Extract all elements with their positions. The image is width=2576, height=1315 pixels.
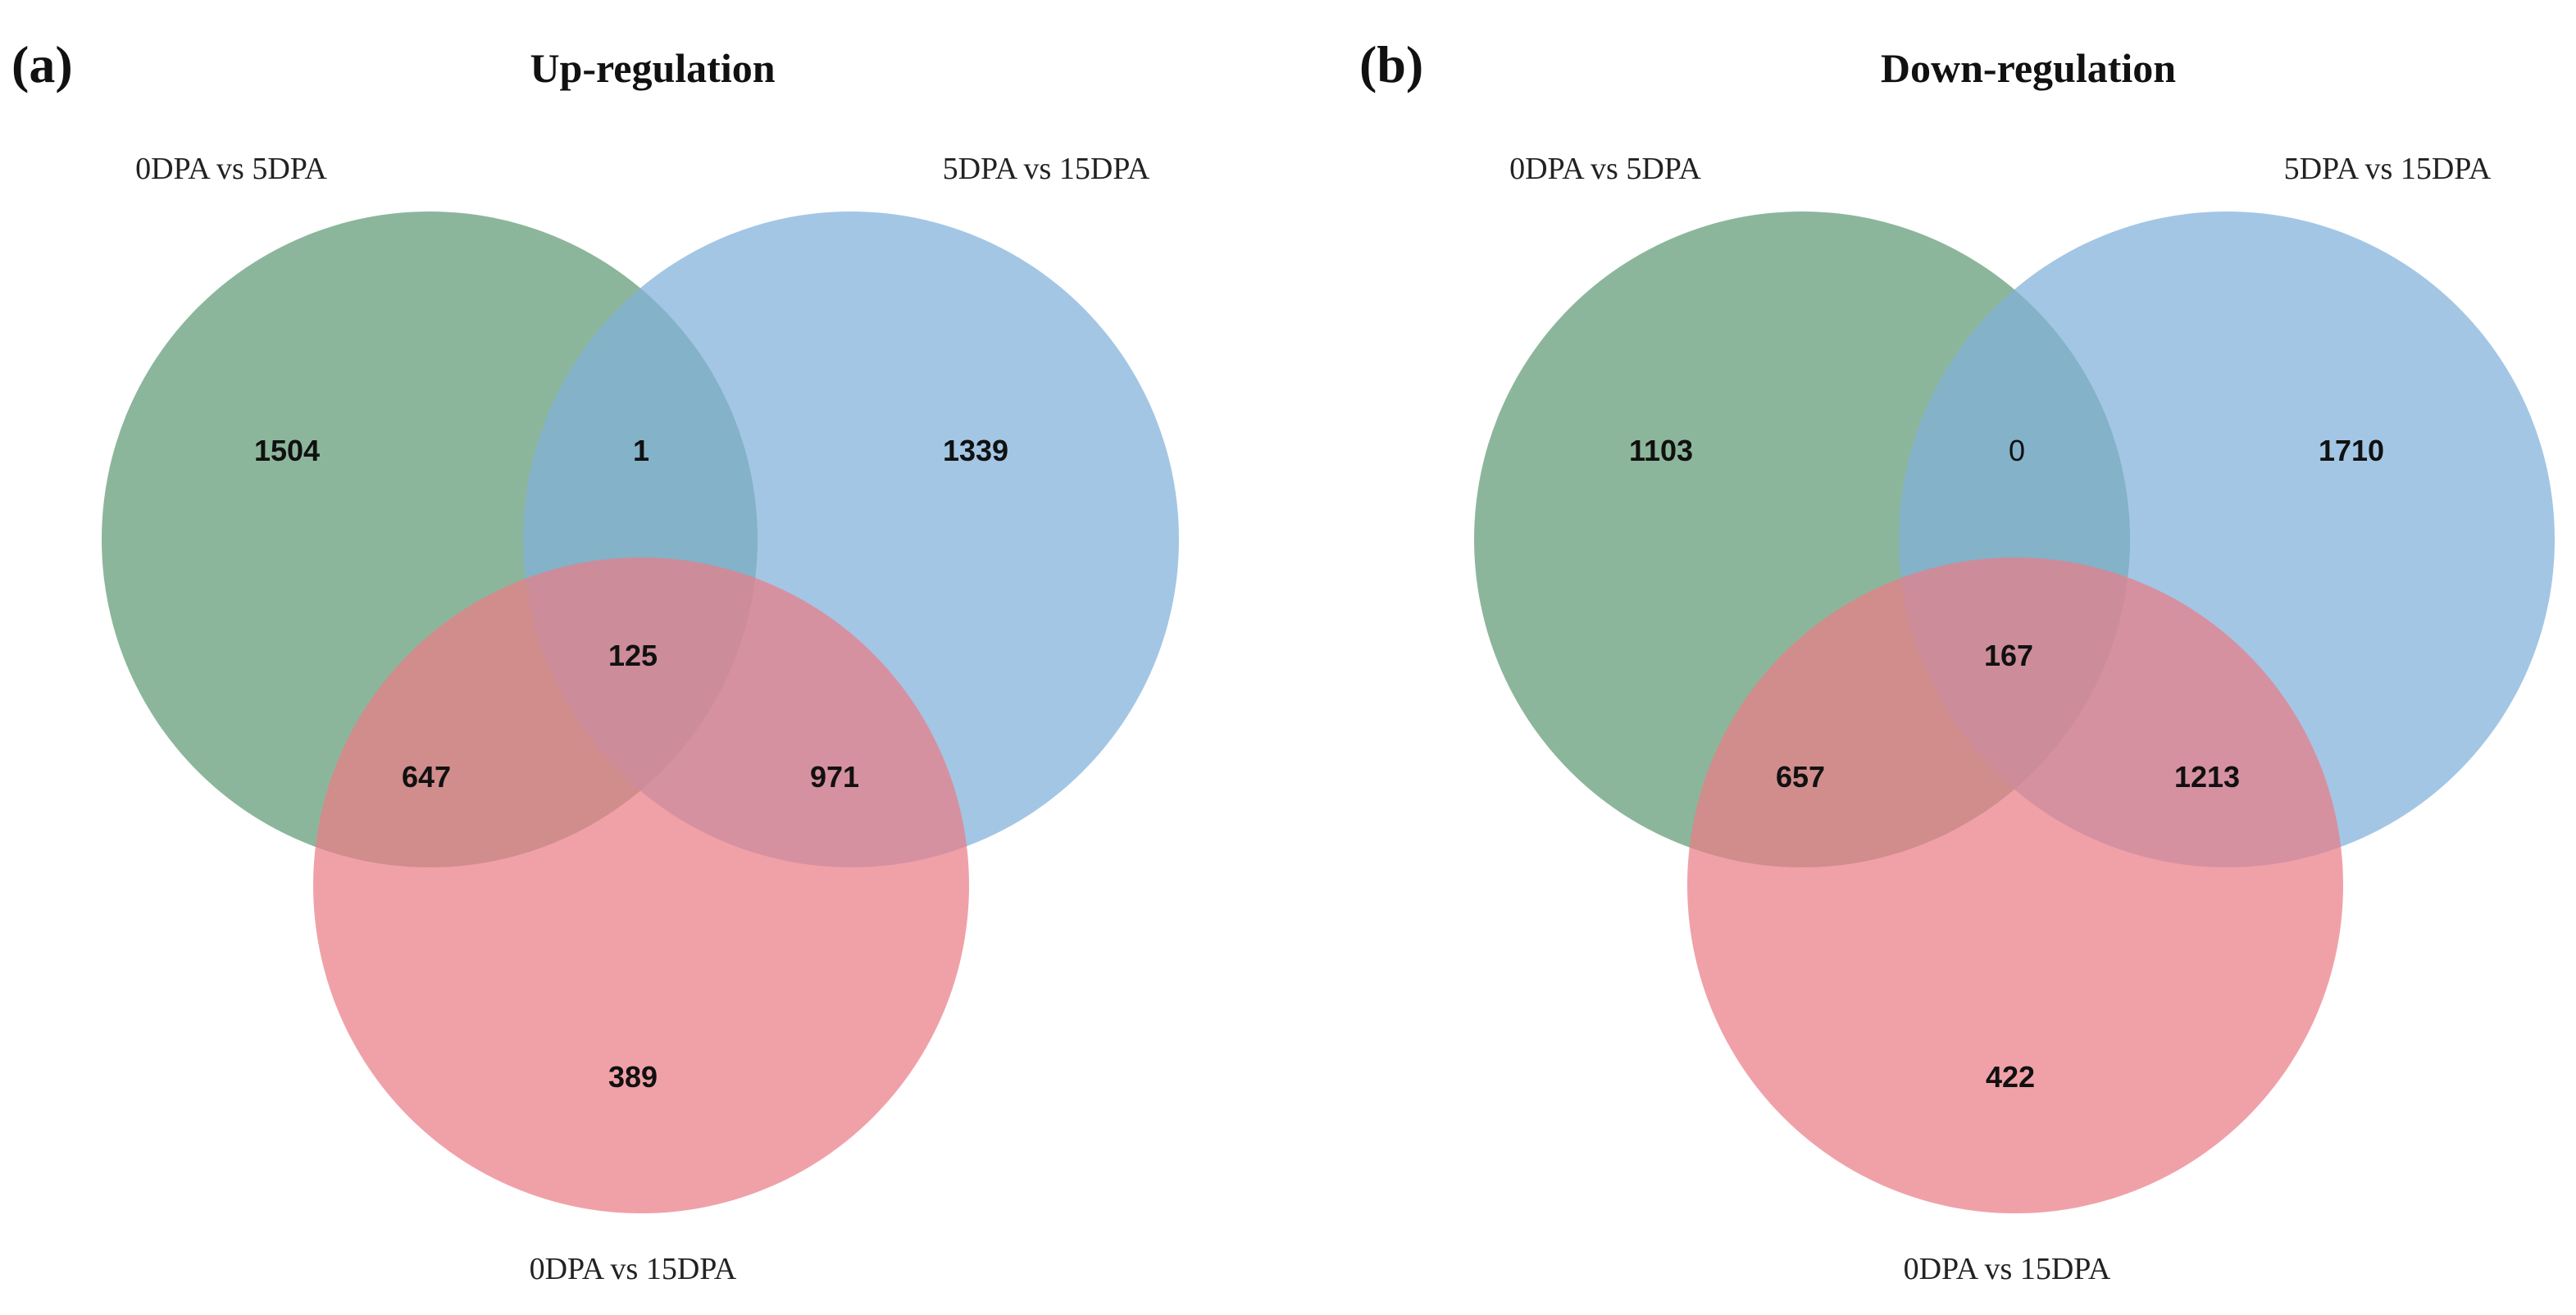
panel-b-circle-0dpa-vs-15dpa: [1687, 557, 2343, 1213]
panel-a-count-ac: 647: [402, 760, 451, 794]
panel-a-label-5dpa-vs-15dpa: 5DPA vs 15DPA: [943, 152, 1150, 186]
panel-b-count-abc: 167: [1984, 639, 2033, 672]
panel-a-letter: (a): [11, 35, 73, 93]
panel-a-title: Up-regulation: [530, 45, 775, 91]
panel-b-count-ab: 0: [2009, 434, 2025, 467]
panel-b-count-c-only: 422: [1986, 1060, 2035, 1094]
panel-b-label-5dpa-vs-15dpa: 5DPA vs 15DPA: [2284, 152, 2492, 186]
panel-a-count-ab: 1: [633, 434, 649, 467]
panel-a-count-bc: 971: [810, 760, 859, 794]
panel-a-count-c-only: 389: [608, 1060, 658, 1094]
panel-b-count-a-only: 1103: [1629, 434, 1693, 467]
panel-a-count-b-only: 1339: [943, 434, 1008, 467]
panel-b-count-ac: 657: [1776, 760, 1825, 794]
panel-a: (a) Up-regulation 0DPA vs 5DPA 5DPA vs 1…: [11, 35, 1179, 1286]
panel-a-circle-0dpa-vs-15dpa: [313, 557, 969, 1213]
panel-b-label-0dpa-vs-15dpa: 0DPA vs 15DPA: [1904, 1252, 2111, 1286]
panel-a-label-0dpa-vs-5dpa: 0DPA vs 5DPA: [135, 152, 327, 186]
panel-b-title: Down-regulation: [1881, 45, 2176, 91]
panel-b: (b) Down-regulation 0DPA vs 5DPA 5DPA vs…: [1359, 35, 2555, 1286]
panel-a-count-abc: 125: [608, 639, 658, 672]
panel-b-label-0dpa-vs-5dpa: 0DPA vs 5DPA: [1509, 152, 1701, 186]
panel-b-count-bc: 1213: [2174, 760, 2240, 794]
panel-b-letter: (b): [1359, 35, 1423, 93]
panel-a-label-0dpa-vs-15dpa: 0DPA vs 15DPA: [530, 1252, 737, 1286]
panel-a-count-a-only: 1504: [254, 434, 320, 467]
panel-b-count-b-only: 1710: [2319, 434, 2384, 467]
